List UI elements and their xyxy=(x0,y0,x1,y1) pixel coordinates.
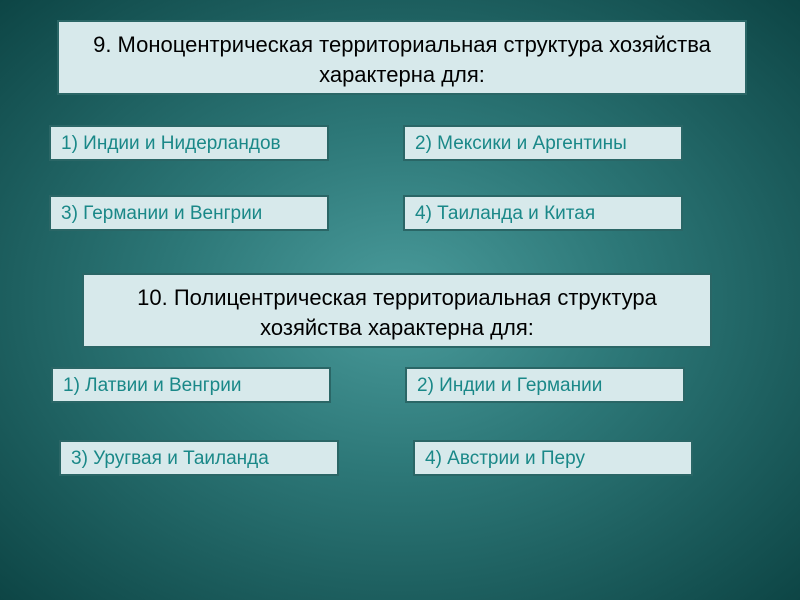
q9-answer-1[interactable]: 1) Индии и Нидерландов xyxy=(49,125,329,161)
q9-answer-3[interactable]: 3) Германии и Венгрии xyxy=(49,195,329,231)
question-10: 10. Полицентрическая территориальная стр… xyxy=(82,273,712,348)
q10-answer-3[interactable]: 3) Уругвая и Таиланда xyxy=(59,440,339,476)
q10-answer-2[interactable]: 2) Индии и Германии xyxy=(405,367,685,403)
q10-answer-1[interactable]: 1) Латвии и Венгрии xyxy=(51,367,331,403)
q9-answer-4[interactable]: 4) Таиланда и Китая xyxy=(403,195,683,231)
q9-answer-2[interactable]: 2) Мексики и Аргентины xyxy=(403,125,683,161)
question-9: 9. Моноцентрическая территориальная стру… xyxy=(57,20,747,95)
q10-answer-4[interactable]: 4) Австрии и Перу xyxy=(413,440,693,476)
